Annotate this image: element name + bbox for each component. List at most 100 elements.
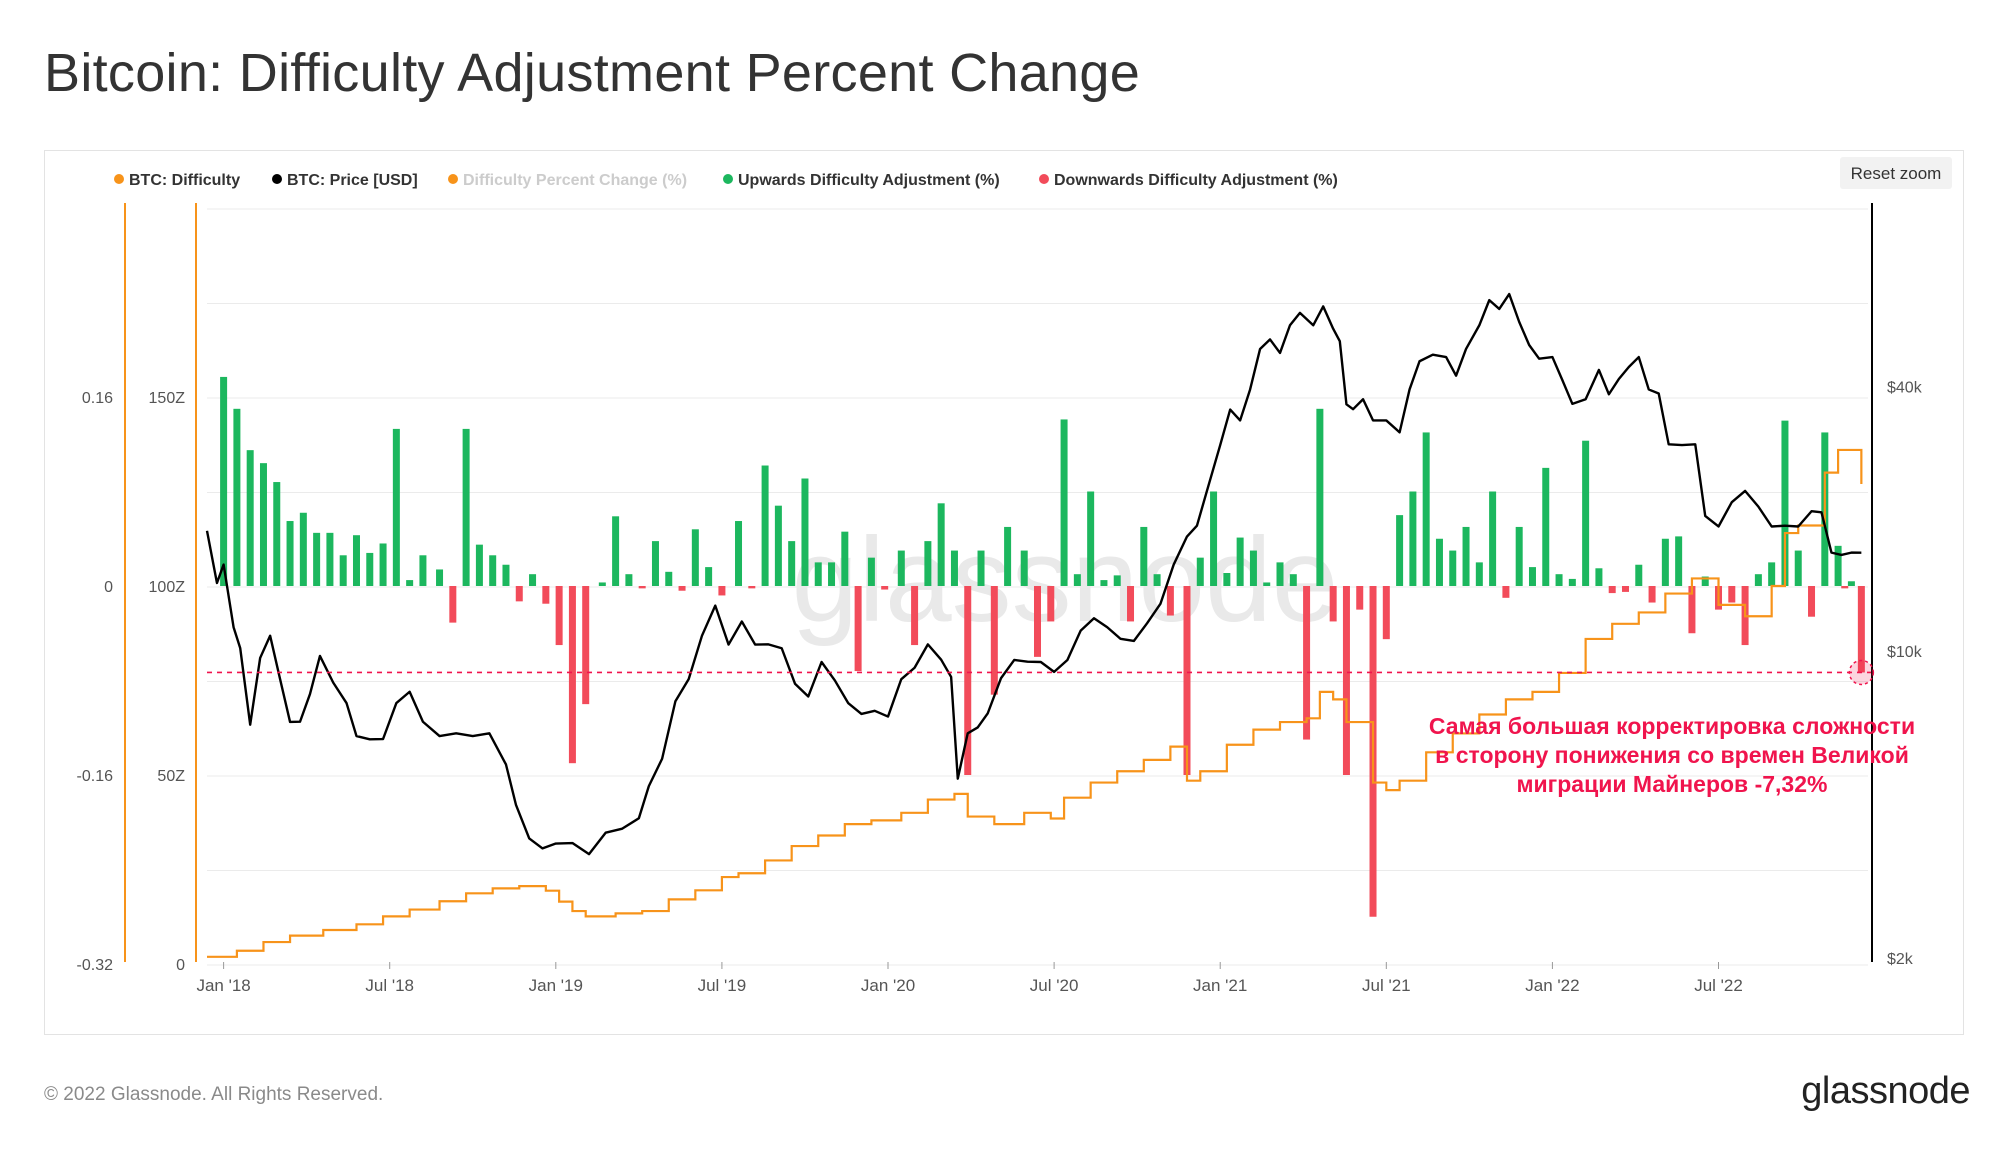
upward-bar: [299, 512, 307, 586]
reset-zoom-button[interactable]: Reset zoom: [1840, 157, 1952, 189]
upward-bar: [392, 428, 400, 586]
x-tick-label: Jan '22: [1525, 976, 1579, 995]
downward-bar: [1047, 586, 1055, 622]
x-tick-label: Jul '18: [365, 976, 414, 995]
downward-bar: [1502, 586, 1510, 598]
upward-bar: [774, 505, 782, 586]
annotation: Самая большая корректировка сложности в с…: [1429, 713, 1915, 797]
downward-bar: [1621, 586, 1629, 592]
legend-item[interactable]: Downwards Difficulty Adjustment (%): [1054, 172, 1338, 189]
downward-bar: [582, 586, 590, 705]
downward-bar: [748, 586, 756, 589]
difficulty-line: [207, 448, 1863, 958]
chart-frame: BTC: Difficulty BTC: Price [USD] Difficult…: [44, 150, 1964, 1035]
downward-bar: [638, 586, 646, 589]
difficulty-chart[interactable]: BTC: Difficulty BTC: Price [USD] Difficult…: [45, 151, 1963, 1034]
upward-bar: [1834, 545, 1842, 586]
upward-bar: [1396, 515, 1404, 586]
legend-marker: [1039, 174, 1049, 184]
upward-bar: [625, 574, 633, 586]
downward-bar: [1342, 586, 1350, 775]
upward-bar: [1210, 491, 1218, 586]
page-title: Bitcoin: Difficulty Adjustment Percent C…: [44, 43, 1141, 103]
upward-bar: [1087, 491, 1095, 586]
upward-bar: [924, 541, 932, 586]
upward-bar: [705, 567, 713, 586]
upward-bar: [612, 516, 620, 586]
upward-bar: [1661, 538, 1669, 586]
legend-item[interactable]: Upwards Difficulty Adjustment (%): [738, 172, 1000, 189]
upward-bar: [1435, 538, 1443, 586]
upward-bar: [1060, 419, 1068, 586]
downward-bar: [515, 586, 523, 602]
downward-bar: [1127, 586, 1135, 622]
upward-bar: [788, 541, 796, 586]
upward-bar: [598, 582, 606, 586]
upward-bar: [841, 531, 849, 586]
upward-bar: [1276, 562, 1284, 586]
difficulty-tick-label: 100Z: [149, 579, 186, 596]
upward-bar: [1263, 582, 1271, 586]
upward-bar: [867, 557, 875, 586]
downward-bar: [990, 586, 998, 695]
upward-bar: [735, 521, 743, 586]
upward-bar: [313, 532, 321, 586]
upward-bar: [339, 555, 347, 586]
upward-bar: [1113, 575, 1121, 586]
downward-bar: [1808, 586, 1816, 617]
upward-bar: [1462, 526, 1470, 586]
downward-bar: [1728, 586, 1736, 603]
upward-bar: [1140, 526, 1148, 586]
annotation-line: Самая большая корректировка сложности: [1429, 713, 1915, 739]
upward-bar: [379, 543, 387, 586]
copyright: © 2022 Glassnode. All Rights Reserved.: [44, 1084, 384, 1105]
legend-item[interactable]: Difficulty Percent Change (%): [463, 172, 687, 189]
downward-bar: [1648, 586, 1656, 603]
downward-bar: [1356, 586, 1364, 610]
legend-marker: [723, 174, 733, 184]
upward-bar: [1004, 526, 1012, 586]
difficulty-tick-label: 50Z: [157, 768, 185, 785]
upward-bar: [828, 562, 836, 586]
series-lines: [205, 292, 1875, 958]
annotation-line: в сторону понижения со времен Великой: [1435, 742, 1909, 768]
upward-bar: [761, 465, 769, 586]
grid-lines: [207, 208, 1868, 966]
pct-tick-label: -0.32: [77, 957, 114, 974]
upward-bar: [1249, 550, 1257, 586]
axes: [124, 203, 1873, 962]
upward-bar: [1635, 564, 1643, 586]
downward-bar: [1303, 586, 1311, 740]
upward-bar: [1675, 536, 1683, 586]
downward-bar: [1857, 586, 1865, 673]
legend-marker: [114, 174, 124, 184]
upward-bar: [651, 541, 659, 586]
upward-bar: [1223, 573, 1231, 586]
upward-bar: [462, 428, 470, 586]
upward-bar: [1422, 432, 1430, 586]
reset-zoom-label[interactable]: Reset zoom: [1851, 164, 1942, 183]
legend-item[interactable]: BTC: Difficulty: [129, 172, 240, 189]
upward-bar: [937, 503, 945, 586]
upward-bar: [1794, 550, 1802, 586]
upward-bar: [801, 478, 809, 586]
upward-bar: [1528, 567, 1536, 586]
upward-bar: [1582, 440, 1590, 586]
upward-bar: [1100, 580, 1108, 586]
legend-item[interactable]: BTC: Price [USD]: [287, 172, 418, 189]
downward-bar: [1329, 586, 1337, 622]
difficulty-tick-label: 0: [176, 957, 185, 974]
upward-bar: [1236, 537, 1244, 586]
x-tick-label: Jan '21: [1193, 976, 1247, 995]
legend-marker: [272, 174, 282, 184]
upward-bar: [1073, 574, 1081, 586]
upward-bar: [1754, 574, 1762, 586]
pct-tick-label: 0.16: [82, 390, 113, 407]
legend-marker: [448, 174, 458, 184]
downward-bar: [678, 586, 686, 591]
upward-bar: [1449, 550, 1457, 586]
upward-bar: [1489, 491, 1497, 586]
downward-bar: [718, 586, 726, 596]
upward-bar: [436, 569, 444, 586]
chart-legend: BTC: Difficulty BTC: Price [USD] Difficult…: [114, 172, 1338, 189]
